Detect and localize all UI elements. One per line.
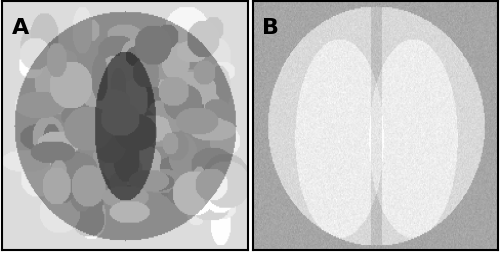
Text: A: A [12, 19, 29, 38]
Text: B: B [262, 19, 280, 38]
